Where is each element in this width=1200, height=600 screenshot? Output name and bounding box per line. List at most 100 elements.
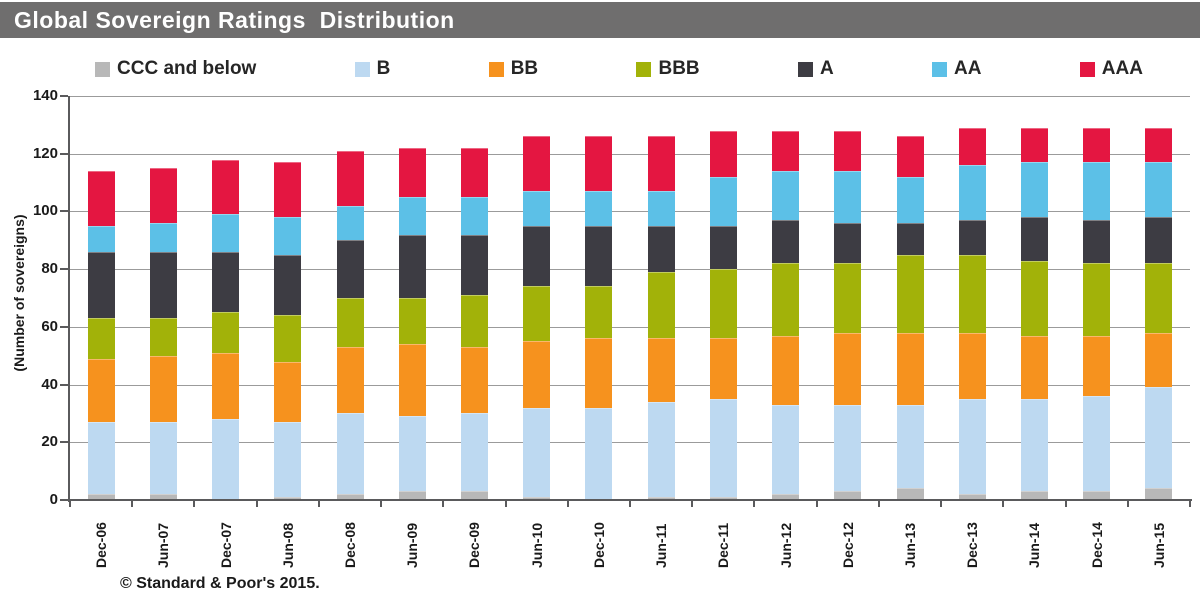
legend-label: BB — [510, 58, 539, 79]
bar-segment-b — [958, 399, 986, 495]
bar-segment-ccc-and-below — [1083, 491, 1111, 500]
x-tick-mark — [131, 500, 134, 507]
y-tick-mark — [60, 325, 68, 328]
chart-title-bar: Global Sovereign Ratings Distribution — [0, 2, 1200, 38]
bar-segment-ccc-and-below — [523, 497, 551, 500]
bar-segment-b — [336, 413, 364, 495]
bar-segment-bbb — [1083, 263, 1111, 336]
bar-segment-aa — [87, 225, 115, 252]
x-tick-label: Dec-12 — [839, 522, 856, 568]
y-axis — [68, 96, 70, 502]
y-axis-title: (Number of sovereigns) — [11, 214, 27, 372]
bar-segment-bbb — [772, 263, 800, 336]
bar-segment-aaa — [709, 130, 737, 177]
bar-Jun-14 — [1020, 127, 1048, 500]
bar-Dec-10 — [585, 136, 613, 500]
bar-segment-ccc-and-below — [647, 497, 675, 500]
bar-Dec-09 — [460, 147, 488, 500]
bar-segment-aaa — [149, 168, 177, 224]
bar-segment-ccc-and-below — [336, 494, 364, 500]
bar-segment-b — [1145, 387, 1173, 489]
bar-segment-bb — [1020, 335, 1048, 399]
x-tick-label: Jun-08 — [279, 522, 296, 568]
bar-segment-aa — [709, 176, 737, 226]
bar-segment-ccc-and-below — [896, 488, 924, 500]
bar-segment-aa — [585, 191, 613, 226]
y-tick-mark — [60, 499, 68, 501]
y-tick-mark — [60, 268, 68, 271]
bar-Dec-08 — [336, 150, 364, 500]
y-tick-label: 120 — [32, 144, 58, 162]
bar-segment-ccc-and-below — [1020, 491, 1048, 500]
bar-segment-b — [274, 422, 302, 498]
y-tick-label: 0 — [49, 491, 58, 508]
bar-segment-a — [834, 222, 862, 264]
bar-segment-a — [336, 240, 364, 299]
x-tick-mark — [504, 500, 507, 507]
bar-segment-aaa — [460, 147, 488, 198]
legend-label: A — [819, 58, 834, 79]
bar-segment-bbb — [647, 272, 675, 339]
legend-swatch-icon — [354, 61, 370, 77]
legend-label: AAA — [1101, 58, 1143, 79]
bar-segment-a — [772, 220, 800, 264]
x-tick-mark — [1064, 500, 1067, 507]
bar-segment-aaa — [398, 147, 426, 198]
bar-segment-bb — [274, 361, 302, 423]
x-tick-mark — [566, 500, 569, 507]
bar-Dec-07 — [212, 159, 240, 500]
x-tick-mark — [255, 500, 258, 507]
bar-segment-a — [1083, 220, 1111, 264]
x-tick-label: Dec-09 — [466, 522, 483, 568]
gridline — [70, 384, 1190, 386]
x-tick-label: Jun-14 — [1026, 522, 1043, 568]
bar-segment-bbb — [87, 318, 115, 359]
bar-segment-a — [896, 223, 924, 255]
bar-segment-a — [460, 234, 488, 296]
legend-label: CCC and below — [117, 58, 257, 79]
bar-segment-bbb — [149, 318, 177, 356]
bar-segment-a — [398, 234, 426, 299]
bar-segment-bb — [772, 335, 800, 405]
bar-segment-bb — [336, 347, 364, 414]
copyright-note: © Standard & Poor's 2015. — [120, 575, 320, 592]
bar-segment-aa — [647, 191, 675, 226]
gridline — [70, 96, 1190, 97]
gridline — [70, 269, 1190, 271]
legend-swatch-icon — [636, 61, 652, 77]
bar-segment-a — [87, 251, 115, 319]
bar-segment-a — [274, 254, 302, 316]
bar-segment-bbb — [1145, 263, 1173, 333]
bar-segment-bb — [1145, 332, 1173, 388]
bar-segment-aa — [1020, 162, 1048, 218]
legend-label: BBB — [658, 58, 700, 79]
bar-segment-ccc-and-below — [87, 494, 115, 500]
bar-segment-b — [149, 422, 177, 495]
bar-segment-b — [460, 413, 488, 492]
bar-segment-bbb — [709, 269, 737, 339]
bar-segment-aaa — [834, 130, 862, 172]
x-tick-mark — [1002, 500, 1005, 507]
bar-segment-bb — [647, 338, 675, 402]
legend-item-bbb: BBB — [636, 58, 700, 80]
bar-segment-a — [647, 225, 675, 273]
bar-segment-aa — [896, 176, 924, 223]
x-tick-mark — [69, 500, 71, 507]
bar-segment-a — [523, 225, 551, 287]
bar-segment-aaa — [523, 136, 551, 192]
bar-segment-a — [212, 251, 240, 313]
bar-segment-b — [398, 416, 426, 492]
bar-segment-a — [1145, 217, 1173, 264]
bar-segment-a — [709, 225, 737, 270]
x-tick-mark — [317, 500, 320, 507]
x-tick-label: Jun-15 — [1150, 522, 1167, 568]
bar-segment-aaa — [958, 127, 986, 166]
gridline — [70, 326, 1190, 328]
bar-segment-aaa — [1145, 127, 1173, 163]
bar-segment-b — [87, 422, 115, 495]
bar-Jun-15 — [1145, 127, 1173, 500]
legend-swatch-icon — [932, 61, 947, 77]
y-tick-label: 100 — [32, 202, 58, 220]
bar-segment-aa — [398, 197, 426, 235]
